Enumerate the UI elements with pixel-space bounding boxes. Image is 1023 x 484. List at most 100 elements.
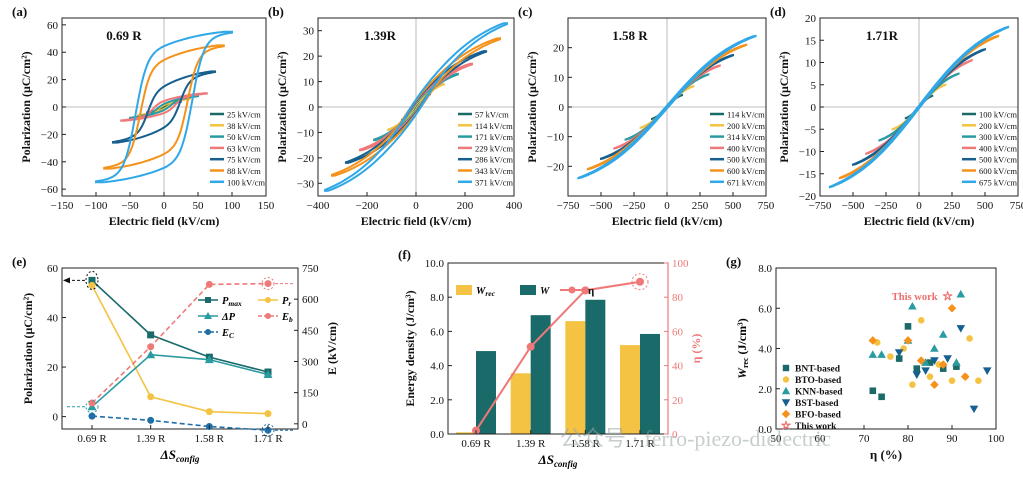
legend-label: 200 kV/cm — [979, 121, 1017, 131]
y-tick-label: 40 — [47, 313, 59, 325]
legend-label: Eb — [281, 312, 293, 324]
point-Pmax — [147, 331, 155, 339]
arrow-head — [63, 277, 70, 284]
point-eta — [581, 286, 590, 295]
x-tick-label: 400 — [506, 200, 523, 212]
x-tick-label: 250 — [944, 200, 961, 212]
legend-label: 100 kV/cm — [979, 110, 1017, 120]
point-BTO-based — [935, 361, 943, 368]
legend-marker — [205, 329, 211, 335]
y-tick-label: 8.0 — [430, 292, 444, 304]
legend-marker — [205, 297, 211, 303]
legend-label: 600 kV/cm — [979, 166, 1017, 176]
y-tick-label: 0.0 — [430, 429, 444, 441]
y-tick-label: 10 — [805, 58, 817, 70]
panel-label: (g) — [726, 254, 741, 269]
point-KNN-based — [952, 358, 961, 366]
x-axis-label: Electric field (kV/cm) — [612, 214, 723, 228]
x-tick-label: 0.69 R — [77, 433, 107, 445]
y-tick-label: 8.0 — [758, 263, 772, 275]
legend-marker — [781, 420, 791, 430]
x-tick-label: 500 — [977, 200, 994, 212]
panel-tag: 1.71R — [866, 28, 899, 43]
legend-label: BFO-based — [795, 411, 842, 421]
x-tick-label: 90 — [947, 433, 959, 445]
y2-tick-label: 300 — [302, 356, 319, 368]
point-BST-based — [921, 367, 930, 375]
point-BST-based — [894, 349, 904, 357]
legend-marker — [265, 313, 271, 319]
legend-label: 675 kV/cm — [979, 177, 1017, 187]
x-tick-label: −200 — [356, 200, 379, 212]
y-tick-label: −15 — [799, 169, 817, 181]
y-tick-label: 15 — [805, 35, 817, 47]
y-tick-label: 20 — [553, 43, 565, 55]
x-tick-label: 150 — [258, 200, 275, 212]
x-axis-label: Electric field (kV/cm) — [361, 214, 472, 228]
y-tick-label: 60 — [47, 20, 59, 32]
panel-tag: 1.39R — [364, 28, 397, 43]
x-tick-label: −250 — [875, 200, 898, 212]
loop-50kVcm — [129, 95, 199, 119]
y-tick-label: −10 — [547, 132, 565, 144]
point-BFO-based — [903, 336, 913, 345]
y2-tick-label: 100 — [672, 258, 689, 270]
point-This work — [942, 291, 953, 301]
legend-label: 600 kV/cm — [727, 166, 765, 176]
panel-c: −750 −500 −250 0 250 500 750 −20 −10 0 10 20 Electri… — [518, 4, 775, 228]
x-tick-label: −150 — [51, 200, 74, 212]
panel-g: This work 50 60 70 80 90 100 0.0 2.0 4.0 6.0 8.0 η (… — [726, 254, 1005, 462]
x-tick-label: −100 — [85, 200, 108, 212]
point-EC — [88, 412, 96, 420]
panel-tag: 0.69 R — [106, 28, 142, 43]
y2-tick-label: 0 — [302, 419, 308, 431]
point-BNT-based — [926, 359, 934, 366]
highlight-ring — [631, 273, 649, 291]
point-KNN-based — [956, 289, 966, 298]
point-BST-based — [956, 325, 966, 333]
y2-tick-label: 40 — [672, 361, 684, 373]
x-tick-label: −500 — [590, 200, 613, 212]
x-tick-label: 50 — [771, 433, 783, 445]
legend-label: 500 kV/cm — [727, 155, 765, 165]
y-tick-label: −20 — [41, 129, 59, 141]
x-tick-label: 250 — [692, 200, 709, 212]
legend-label: 200 kV/cm — [727, 121, 765, 131]
panel-d: −750 −500 −250 0 250 500 750 −20 −15 −10 −5 0 5 10 15 2… — [770, 4, 1023, 228]
y2-tick-label: 450 — [302, 325, 319, 337]
legend-label: 300 kV/cm — [979, 132, 1017, 142]
y-axis-label: Polarization (μC/cm²) — [777, 51, 791, 162]
panel-tag: 1.58 R — [612, 28, 648, 43]
highlight-ring — [261, 423, 275, 437]
legend-marker — [781, 386, 791, 395]
legend-marker — [568, 286, 576, 294]
y-tick-label: 20 — [805, 13, 817, 25]
point-Pmax — [88, 276, 96, 284]
legend-label: BNT-based — [795, 365, 841, 375]
panel-label: (f) — [398, 247, 411, 262]
x-tick-label: −250 — [623, 200, 646, 212]
x-tick-label: 60 — [815, 433, 827, 445]
point-BNT-based — [953, 363, 960, 370]
highlight-ring — [261, 277, 275, 291]
point-BTO-based — [966, 335, 973, 342]
point-KNN-based — [877, 350, 886, 358]
point-BST-based — [969, 405, 979, 414]
panel-b: −400 −200 0 200 400 −30 −20 −10 0 10 20 30 Electric … — [268, 4, 523, 228]
point-BNT-based — [913, 365, 921, 372]
y2-axis-label: η (%) — [689, 334, 703, 364]
legend-label: 400 kV/cm — [979, 143, 1017, 153]
series-line-Pr — [91, 284, 269, 415]
legend-label: 671 kV/cm — [727, 177, 765, 187]
legend-label: 171 kV/cm — [475, 132, 513, 142]
point-Pr — [88, 281, 96, 289]
point-BST-based — [943, 355, 952, 363]
legend-label: 371 kV/cm — [475, 177, 513, 187]
y-tick-label: 6.0 — [430, 326, 444, 338]
y-axis-label: Polarization (μC/cm²) — [275, 51, 289, 162]
y-tick-label: 20 — [47, 362, 59, 374]
highlight-ring — [85, 400, 99, 414]
point-Eb — [205, 280, 213, 288]
legend-label: W — [540, 286, 550, 297]
y-tick-label: 60 — [47, 263, 59, 275]
